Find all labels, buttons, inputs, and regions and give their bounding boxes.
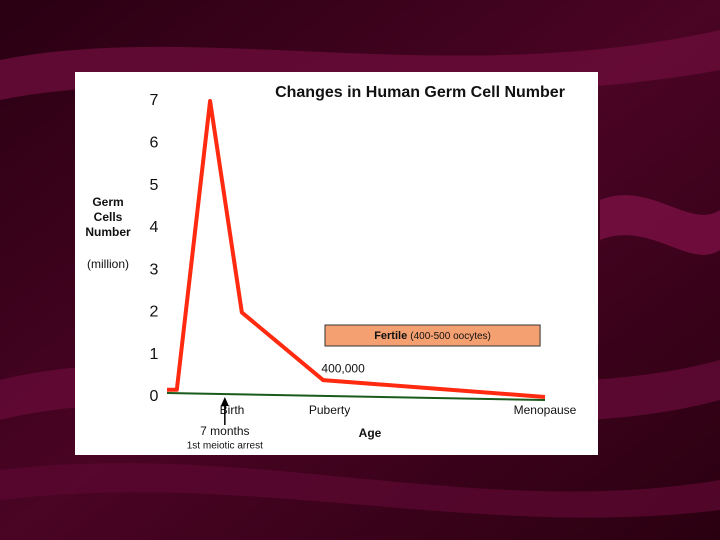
chart: Changes in Human Germ Cell Number Germ C…: [85, 84, 576, 451]
y-tick-label: 5: [150, 177, 159, 194]
y-tick-label: 4: [150, 219, 159, 236]
fertile-range: [324, 324, 541, 347]
arrow-label: 7 months: [200, 424, 249, 438]
y-axis-unit: (million): [87, 257, 129, 271]
arrow-head: [220, 397, 229, 406]
y-tick-label: 1: [150, 346, 159, 363]
y-tick-label: 7: [150, 92, 159, 109]
y-axis-label: Number: [85, 225, 131, 239]
stripe: [600, 195, 720, 255]
y-tick-label: 2: [150, 304, 159, 321]
arrow-detail: 1st meiotic arrest: [187, 441, 263, 452]
data-line: [167, 99, 546, 399]
y-tick-label: 0: [150, 388, 159, 405]
x-axis-line: [166, 392, 546, 401]
chart-title: Changes in Human Germ Cell Number: [275, 84, 565, 101]
fertile-detail: (400-500 oocytes): [410, 331, 491, 342]
fertile-title: Fertile: [374, 330, 407, 342]
y-tick-label: 6: [150, 135, 159, 152]
chart-panel: [75, 72, 598, 455]
x-axis-label: Age: [359, 426, 382, 440]
fertile-label: Fertile (400-500 oocytes): [374, 330, 491, 342]
stripe: [0, 463, 720, 518]
x-marker-label: Puberty: [309, 403, 350, 417]
y-axis-label: Cells: [94, 210, 123, 224]
y-axis-label: Germ: [92, 195, 123, 209]
x-marker-label: Menopause: [514, 403, 577, 417]
y-tick-label: 3: [150, 261, 159, 278]
x-marker-label: Birth: [220, 403, 245, 417]
value-label: 400,000: [321, 361, 365, 375]
